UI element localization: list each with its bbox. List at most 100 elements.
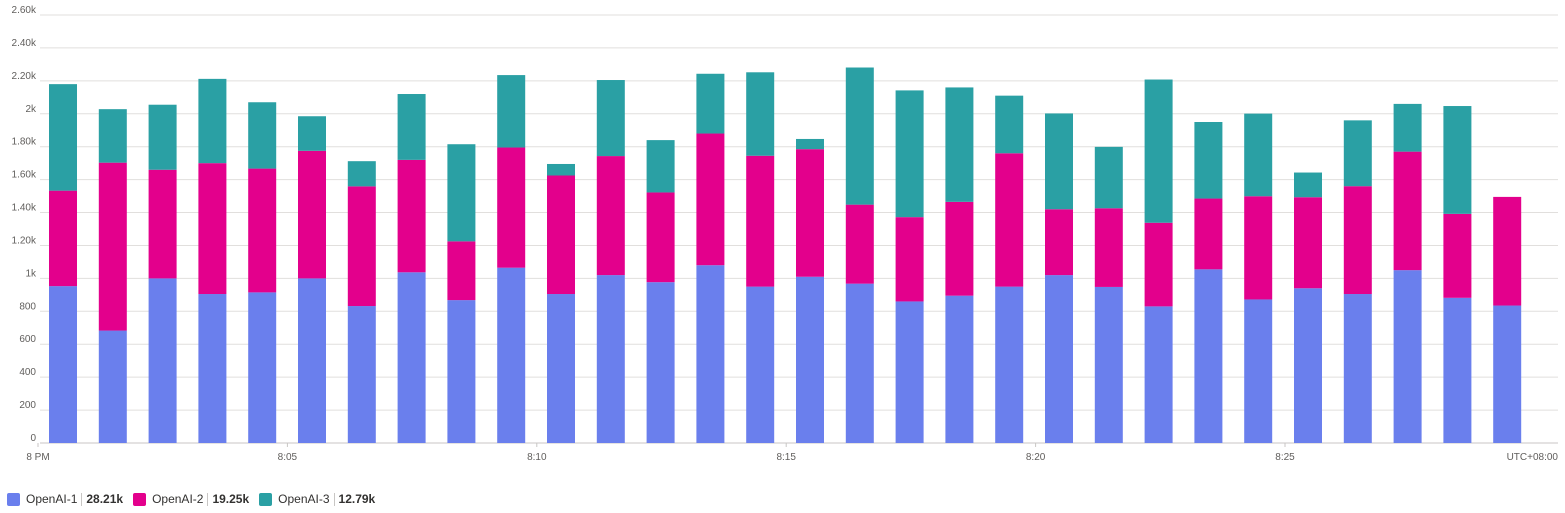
bar-segment-openai-1[interactable]	[248, 292, 277, 443]
bar-segment-openai-1[interactable]	[1393, 270, 1422, 443]
legend-item-openai-1[interactable]: OpenAI-1 28.21k	[7, 492, 123, 506]
bar-segment-openai-3[interactable]	[1194, 122, 1223, 199]
bar-segment-openai-1[interactable]	[1443, 297, 1472, 443]
bar-segment-openai-1[interactable]	[995, 286, 1024, 443]
bar-segment-openai-3[interactable]	[1144, 79, 1173, 223]
bar-segment-openai-2[interactable]	[447, 241, 476, 301]
bar-segment-openai-2[interactable]	[1144, 222, 1173, 307]
bar-segment-openai-2[interactable]	[1493, 196, 1522, 306]
bar-segment-openai-3[interactable]	[298, 116, 326, 151]
bar-segment-openai-3[interactable]	[198, 78, 227, 164]
bar-segment-openai-1[interactable]	[895, 301, 924, 443]
bar-segment-openai-1[interactable]	[1144, 306, 1173, 443]
bar-segment-openai-2[interactable]	[98, 162, 127, 331]
bar-segment-openai-3[interactable]	[845, 67, 874, 205]
bar-segment-openai-1[interactable]	[347, 306, 376, 443]
bar-segment-openai-3[interactable]	[995, 95, 1024, 154]
bar-segment-openai-1[interactable]	[1045, 275, 1073, 443]
bar-segment-openai-2[interactable]	[248, 168, 277, 293]
legend-divider	[81, 492, 83, 506]
bar-segment-openai-3[interactable]	[945, 87, 974, 202]
bar-segment-openai-3[interactable]	[746, 72, 775, 156]
bar-segment-openai-1[interactable]	[1094, 286, 1123, 443]
bar-segment-openai-3[interactable]	[796, 138, 824, 150]
bar-segment-openai-2[interactable]	[796, 149, 824, 277]
bar-segment-openai-1[interactable]	[547, 294, 575, 443]
bar-segment-openai-3[interactable]	[1244, 113, 1273, 197]
bar-segment-openai-3[interactable]	[1045, 113, 1073, 210]
bar-segment-openai-3[interactable]	[98, 109, 127, 163]
bar-segment-openai-1[interactable]	[1244, 299, 1273, 443]
bar-segment-openai-3[interactable]	[646, 140, 675, 193]
bar-segment-openai-3[interactable]	[1343, 120, 1372, 187]
bar-segment-openai-2[interactable]	[148, 169, 177, 279]
bar-segment-openai-3[interactable]	[1393, 103, 1422, 152]
chart-legend: OpenAI-1 28.21k OpenAI-2 19.25k OpenAI-3…	[7, 492, 385, 506]
bar-segment-openai-2[interactable]	[596, 156, 625, 276]
bar-segment-openai-1[interactable]	[447, 300, 476, 443]
bars[interactable]	[49, 67, 1522, 443]
bar-segment-openai-1[interactable]	[497, 267, 526, 443]
legend-series-name: OpenAI-3	[278, 492, 330, 506]
bar-segment-openai-3[interactable]	[397, 94, 426, 160]
y-axis-tick-labels: 0 200 400 600 800 1k 1.20k 1.40k 1.60k 1.80k 2k 2.2…	[12, 5, 37, 444]
bar-segment-openai-1[interactable]	[696, 265, 725, 443]
bar-segment-openai-3[interactable]	[347, 161, 376, 187]
bar-segment-openai-2[interactable]	[1045, 209, 1073, 276]
bar-segment-openai-1[interactable]	[148, 278, 177, 443]
bar-segment-openai-2[interactable]	[845, 204, 874, 284]
bar-segment-openai-2[interactable]	[49, 190, 77, 287]
bar-segment-openai-2[interactable]	[347, 186, 376, 307]
y-tick-label: 2.40k	[12, 38, 37, 49]
bar-segment-openai-3[interactable]	[447, 144, 476, 242]
bar-segment-openai-1[interactable]	[1343, 294, 1372, 443]
bar-segment-openai-1[interactable]	[49, 286, 77, 443]
bar-segment-openai-2[interactable]	[397, 159, 426, 273]
bar-segment-openai-3[interactable]	[1294, 172, 1322, 198]
bar-segment-openai-1[interactable]	[1194, 269, 1223, 443]
bar-segment-openai-2[interactable]	[1294, 197, 1322, 289]
bar-segment-openai-1[interactable]	[1493, 305, 1522, 443]
bar-segment-openai-2[interactable]	[1343, 186, 1372, 295]
bar-segment-openai-3[interactable]	[696, 73, 725, 134]
bar-segment-openai-2[interactable]	[895, 217, 924, 302]
bar-segment-openai-1[interactable]	[945, 295, 974, 443]
bar-segment-openai-1[interactable]	[796, 276, 824, 443]
bar-segment-openai-3[interactable]	[596, 80, 625, 157]
bar-segment-openai-1[interactable]	[596, 275, 625, 443]
bar-segment-openai-1[interactable]	[1294, 288, 1322, 443]
bar-segment-openai-3[interactable]	[1443, 106, 1472, 214]
bar-segment-openai-2[interactable]	[198, 163, 227, 295]
legend-item-openai-2[interactable]: OpenAI-2 19.25k	[133, 492, 249, 506]
x-tick-label: 8:05	[278, 452, 298, 463]
bar-segment-openai-2[interactable]	[696, 133, 725, 266]
bar-segment-openai-1[interactable]	[198, 294, 227, 443]
bar-segment-openai-1[interactable]	[646, 282, 675, 443]
bar-segment-openai-2[interactable]	[746, 155, 775, 287]
bar-segment-openai-1[interactable]	[298, 278, 326, 443]
bar-segment-openai-3[interactable]	[248, 102, 277, 169]
bar-segment-openai-3[interactable]	[547, 163, 575, 176]
bar-segment-openai-1[interactable]	[845, 283, 874, 443]
bar-segment-openai-2[interactable]	[1443, 213, 1472, 298]
bar-segment-openai-2[interactable]	[995, 153, 1024, 287]
bar-segment-openai-2[interactable]	[1094, 208, 1123, 287]
bar-segment-openai-2[interactable]	[497, 147, 526, 268]
bar-segment-openai-3[interactable]	[1094, 146, 1123, 209]
legend-item-openai-3[interactable]: OpenAI-3 12.79k	[259, 492, 375, 506]
bar-segment-openai-1[interactable]	[397, 272, 426, 443]
bar-segment-openai-2[interactable]	[646, 192, 675, 283]
bar-segment-openai-3[interactable]	[148, 104, 177, 170]
bar-segment-openai-3[interactable]	[49, 84, 77, 191]
bar-segment-openai-2[interactable]	[298, 150, 326, 279]
bar-segment-openai-2[interactable]	[547, 175, 575, 295]
bar-segment-openai-3[interactable]	[895, 90, 924, 218]
bar-segment-openai-2[interactable]	[1393, 151, 1422, 271]
bar-segment-openai-1[interactable]	[746, 286, 775, 443]
bar-segment-openai-2[interactable]	[945, 201, 974, 296]
x-tick-label: 8:10	[527, 452, 547, 463]
bar-segment-openai-2[interactable]	[1244, 196, 1273, 300]
bar-segment-openai-1[interactable]	[98, 330, 127, 443]
bar-segment-openai-2[interactable]	[1194, 198, 1223, 270]
bar-segment-openai-3[interactable]	[497, 75, 526, 148]
